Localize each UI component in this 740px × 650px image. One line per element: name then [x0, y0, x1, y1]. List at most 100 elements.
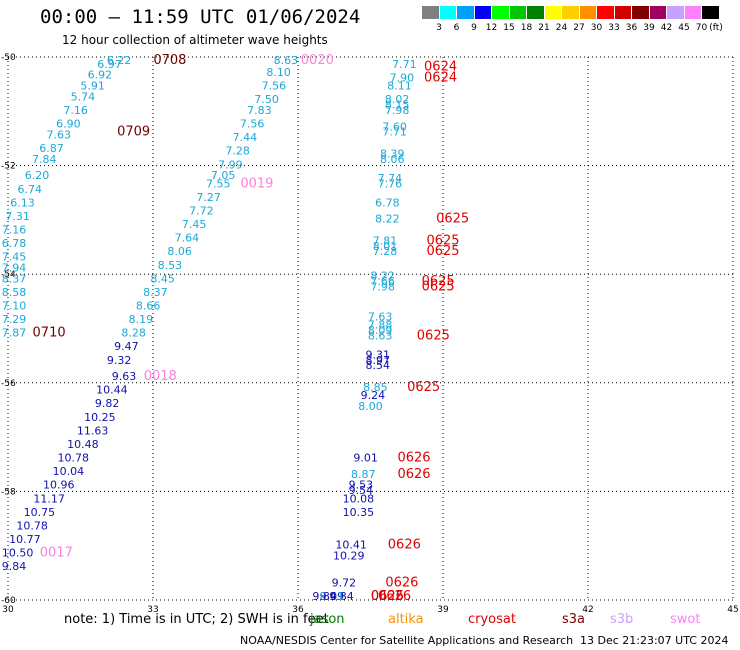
legend-label: 42: [660, 23, 673, 33]
wave-height-value: 7.16: [63, 104, 88, 117]
legend-swatch: [562, 6, 580, 19]
wave-height-value: 7.16: [2, 223, 27, 236]
wave-height-value: 7.28: [225, 145, 250, 158]
wave-height-value: 7.29: [2, 313, 27, 326]
wave-height-value: 8.06: [167, 245, 192, 258]
legend-swatch: [457, 6, 475, 19]
wave-height-value: 10.08: [343, 492, 375, 505]
wave-height-value: 7.56: [240, 118, 265, 131]
wave-height-value: 10.25: [84, 411, 116, 424]
legend-swatch: [667, 6, 685, 19]
pass-time-label: 0625: [422, 274, 455, 289]
wave-height-value: 9.01: [353, 452, 378, 465]
legend-swatch: [422, 6, 440, 19]
legend-swatch: [614, 6, 632, 19]
wave-height-value: 9.09: [320, 590, 345, 603]
pass-time-label: 0019: [240, 176, 273, 191]
satellite-pass: 0625: [417, 328, 450, 343]
pass-time-label: 0626: [385, 575, 418, 590]
wave-height-value: 9.82: [95, 397, 120, 410]
wave-height-value: 8.02: [385, 93, 410, 106]
satellite-pass: 0626: [397, 467, 430, 482]
wave-height-value: 8.22: [370, 270, 395, 283]
wave-height-value: 8.06: [380, 153, 405, 166]
wave-height-value: 7.71: [382, 126, 407, 139]
satellite-pass: 0625: [436, 212, 469, 227]
wave-height-value: 6.74: [18, 183, 43, 196]
x-tick-label: 33: [147, 605, 158, 615]
satellite-pass: 0625: [426, 233, 459, 248]
y-tick-label: -50: [1, 53, 16, 63]
wave-height-value: 8.28: [121, 327, 146, 340]
wave-height-value: 7.05: [211, 169, 236, 182]
wave-height-value: 7.27: [196, 191, 221, 204]
satellite-pass: 0625: [422, 274, 455, 289]
pass-time-label: 0624: [424, 60, 457, 75]
wave-height-value: 10.44: [96, 384, 128, 397]
wave-height-value: 9.72: [332, 576, 357, 589]
pass-time-label: 0625: [422, 279, 455, 294]
legend-swatch: [702, 6, 720, 19]
map-grid: [7, 56, 734, 601]
legend-swatch: [597, 6, 615, 19]
satellite-pass: 0017: [40, 546, 73, 561]
pass-time-label: 0020: [301, 53, 334, 68]
legend-label: 27: [573, 23, 585, 33]
legend-swatch: [544, 6, 562, 19]
x-tick-label: 42: [582, 605, 593, 615]
y-tick-label: -52: [1, 162, 16, 172]
legend-label: 45: [678, 23, 690, 33]
wave-height-value: 8.54: [366, 359, 391, 372]
wave-height-value: 7.83: [247, 104, 272, 117]
wave-height-value: 7.63: [47, 128, 72, 141]
pass-time-label: 0625: [407, 380, 440, 395]
wave-height-value: 7.45: [2, 251, 27, 264]
wave-height-value: 9.47: [114, 340, 139, 353]
pass-time-label: 0625: [436, 212, 469, 227]
wave-height-value: 9.84: [2, 560, 27, 573]
wave-height-value: 7.60: [382, 120, 407, 133]
wave-height-value: 5.74: [71, 90, 96, 103]
credit-line: NOAA/NESDIS Center for Satellite Applica…: [240, 634, 574, 647]
satellite-pass: 0626: [388, 537, 421, 552]
wave-height-value: 9.24: [361, 389, 386, 402]
legend-swatch: [474, 6, 492, 19]
satellite-pass: 0624: [424, 70, 457, 85]
satellite-pass: 0626: [385, 575, 418, 590]
page-subtitle: 12 hour collection of altimeter wave hei…: [62, 33, 328, 47]
y-tick-label: -56: [1, 379, 16, 389]
wave-height-value: 7.74: [378, 172, 403, 185]
satellite-name: s3a: [562, 612, 586, 627]
wave-height-value: 9.53: [349, 479, 374, 492]
wave-height-value: 8.53: [158, 259, 183, 272]
wave-height-value: 7.10: [2, 299, 27, 312]
satellite-pass: 0710: [33, 326, 66, 341]
wave-height-value: 7.72: [189, 204, 214, 217]
wave-height-value: 10.78: [58, 452, 90, 465]
x-tick-label: 39: [437, 605, 449, 615]
pass-time-label: 0626: [397, 467, 430, 482]
pass-time-label: 0017: [40, 546, 73, 561]
wave-height-value: 7.56: [262, 80, 287, 93]
wave-height-value: 6.90: [56, 118, 81, 131]
satellite-pass: 7.717.908.118.028.157.987.607.718.398.06…: [312, 58, 457, 603]
wave-height-value: 7.87: [2, 327, 27, 340]
x-tick-label: 36: [292, 605, 304, 615]
generated-timestamp: 13 Dec 21:23:07 UTC 2024: [580, 634, 729, 647]
wave-height-value: 7.98: [385, 104, 410, 117]
wave-height-value: 8.01: [373, 240, 398, 253]
wave-height-value: 6.87: [39, 142, 64, 155]
legend-label: 12: [485, 23, 498, 33]
wave-height-value: 7.31: [5, 210, 30, 223]
wave-height-value: 9.84: [312, 590, 337, 603]
wave-height-value: 9.84: [329, 590, 354, 603]
wave-height-value: 6.97: [97, 58, 122, 71]
wave-height-value: 8.85: [363, 381, 388, 394]
satellite-pass: 0625: [422, 279, 455, 294]
legend-label: 33: [608, 23, 620, 33]
wave-height-value: 7.76: [378, 177, 403, 190]
satellite-pass: 9.6310.449.8210.2511.6310.4810.7810.0410…: [2, 369, 177, 573]
wave-height-value: 8.63: [274, 54, 299, 67]
wave-height-value: 10.50: [2, 547, 34, 560]
